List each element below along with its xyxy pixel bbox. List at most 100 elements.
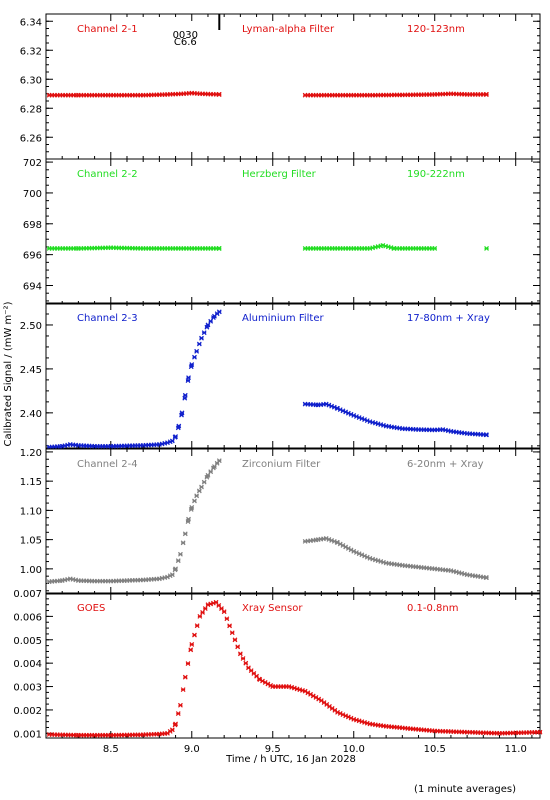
- data-point: [208, 318, 214, 324]
- y-tick-label: 2.40: [20, 409, 42, 420]
- y-tick-label: 0.003: [13, 683, 42, 694]
- filter-label: Herzberg Filter: [242, 169, 317, 180]
- band-label: 190-222nm: [407, 169, 465, 180]
- y-tick-label: 6.32: [20, 46, 42, 57]
- filter-label: Aluminium Filter: [242, 313, 325, 324]
- y-tick-label: 696: [23, 251, 42, 262]
- y-tick-label: 1.10: [20, 506, 42, 517]
- data-point: [173, 434, 178, 440]
- data-point: [229, 630, 235, 636]
- y-tick-label: 6.28: [20, 104, 42, 115]
- data-point: [194, 623, 200, 629]
- data-point: [194, 493, 200, 499]
- data-point: [221, 609, 227, 615]
- y-tick-label: 1.15: [20, 477, 42, 488]
- y-tick-label: 6.34: [20, 17, 42, 28]
- y-tick-label: 0.006: [13, 612, 42, 623]
- data-point: [178, 551, 183, 557]
- data-point: [484, 432, 489, 438]
- data-point: [199, 335, 204, 341]
- data-point: [188, 647, 194, 653]
- panel-4: 1.00 1.05 1.10 1.15 1.20 Channel 2-4 Zirconium…: [20, 448, 541, 595]
- data-point: [243, 660, 249, 666]
- data-point: [208, 469, 214, 475]
- data-point: [169, 727, 175, 733]
- channel-label: GOES: [77, 603, 105, 614]
- data-point: [201, 479, 207, 485]
- x-tick-label: 9.5: [265, 744, 281, 755]
- data-series: [46, 309, 489, 450]
- data-point: [227, 623, 232, 629]
- data-point: [202, 606, 208, 612]
- panel-1: 6.26 6.28 6.30 6.32 6.34 Channel 2-1 Lyman-alp…: [20, 13, 541, 160]
- panel-frame: [45, 13, 541, 160]
- panel-frame: [45, 158, 541, 305]
- data-point: [185, 661, 191, 666]
- data-point: [178, 702, 183, 708]
- panel-frame: [45, 592, 541, 739]
- band-label: 6-20nm + Xray: [407, 459, 484, 470]
- y-tick-label: 1.20: [20, 448, 42, 459]
- band-label: 0.1-0.8nm: [407, 603, 459, 614]
- panel-3: 2.40 2.45 2.50 Channel 2-3 Aluminium Filter 1…: [20, 302, 541, 450]
- data-series: [46, 458, 489, 585]
- data-point: [216, 458, 222, 464]
- data-point: [205, 322, 211, 328]
- y-tick-label: 6.26: [20, 133, 42, 144]
- data-point: [180, 687, 186, 693]
- data-point: [484, 246, 489, 251]
- data-series: [46, 599, 543, 738]
- data-point: [197, 613, 203, 619]
- data-point: [180, 540, 186, 546]
- data-point: [237, 651, 243, 657]
- data-point: [194, 348, 200, 354]
- panel-frame: [45, 448, 541, 595]
- data-point: [240, 656, 246, 661]
- filter-label: Xray Sensor: [242, 603, 303, 614]
- y-tick-label: 6.30: [20, 75, 42, 86]
- panel-frame: [45, 302, 541, 449]
- data-point: [200, 610, 205, 615]
- data-point: [196, 341, 202, 347]
- data-point: [232, 637, 238, 643]
- filter-label: Zirconium Filter: [242, 459, 321, 470]
- data-point: [216, 309, 222, 315]
- data-point: [224, 616, 230, 622]
- y-tick-label: 0.004: [13, 659, 42, 670]
- channel-label: Channel 2-3: [77, 313, 138, 324]
- data-point: [173, 566, 178, 572]
- data-point: [189, 642, 195, 647]
- event-time-label: 0030: [173, 30, 198, 41]
- data-point: [179, 410, 185, 416]
- y-tick-label: 0.005: [13, 636, 42, 647]
- data-point: [484, 92, 489, 97]
- data-point: [175, 558, 181, 564]
- data-point: [205, 472, 211, 478]
- data-point: [199, 484, 204, 490]
- data-point: [169, 438, 175, 444]
- channel-label: Channel 2-1: [77, 24, 138, 35]
- data-point: [216, 246, 222, 251]
- data-series: [46, 90, 489, 98]
- data-series: [46, 242, 489, 251]
- panels-group: 6.26 6.28 6.30 6.32 6.34 Channel 2-1 Lyman-alp…: [13, 13, 543, 755]
- data-point: [484, 575, 489, 581]
- data-point: [186, 375, 191, 381]
- y-tick-label: 2.50: [20, 321, 42, 332]
- data-point: [201, 330, 207, 336]
- event-class-label: C6.6: [174, 37, 197, 48]
- y-tick-label: 700: [23, 189, 42, 200]
- y-tick-label: 1.00: [20, 565, 42, 576]
- x-axis-label: Time / h UTC, 16 Jan 2028: [225, 754, 356, 765]
- y-tick-label: 698: [23, 220, 42, 231]
- x-tick-label: 8.5: [103, 744, 119, 755]
- footnote: (1 minute averages): [414, 784, 516, 795]
- data-point: [182, 531, 188, 537]
- data-point: [189, 505, 195, 510]
- y-tick-label: 0.001: [13, 729, 42, 740]
- data-point: [182, 392, 188, 398]
- y-tick-label: 1.05: [20, 536, 42, 547]
- data-point: [175, 711, 181, 716]
- panel-5: 8.5 9.0 9.5 10.0 10.5 11.0 0.001 0.002 0.003 0.00…: [13, 589, 543, 755]
- data-point: [196, 488, 202, 494]
